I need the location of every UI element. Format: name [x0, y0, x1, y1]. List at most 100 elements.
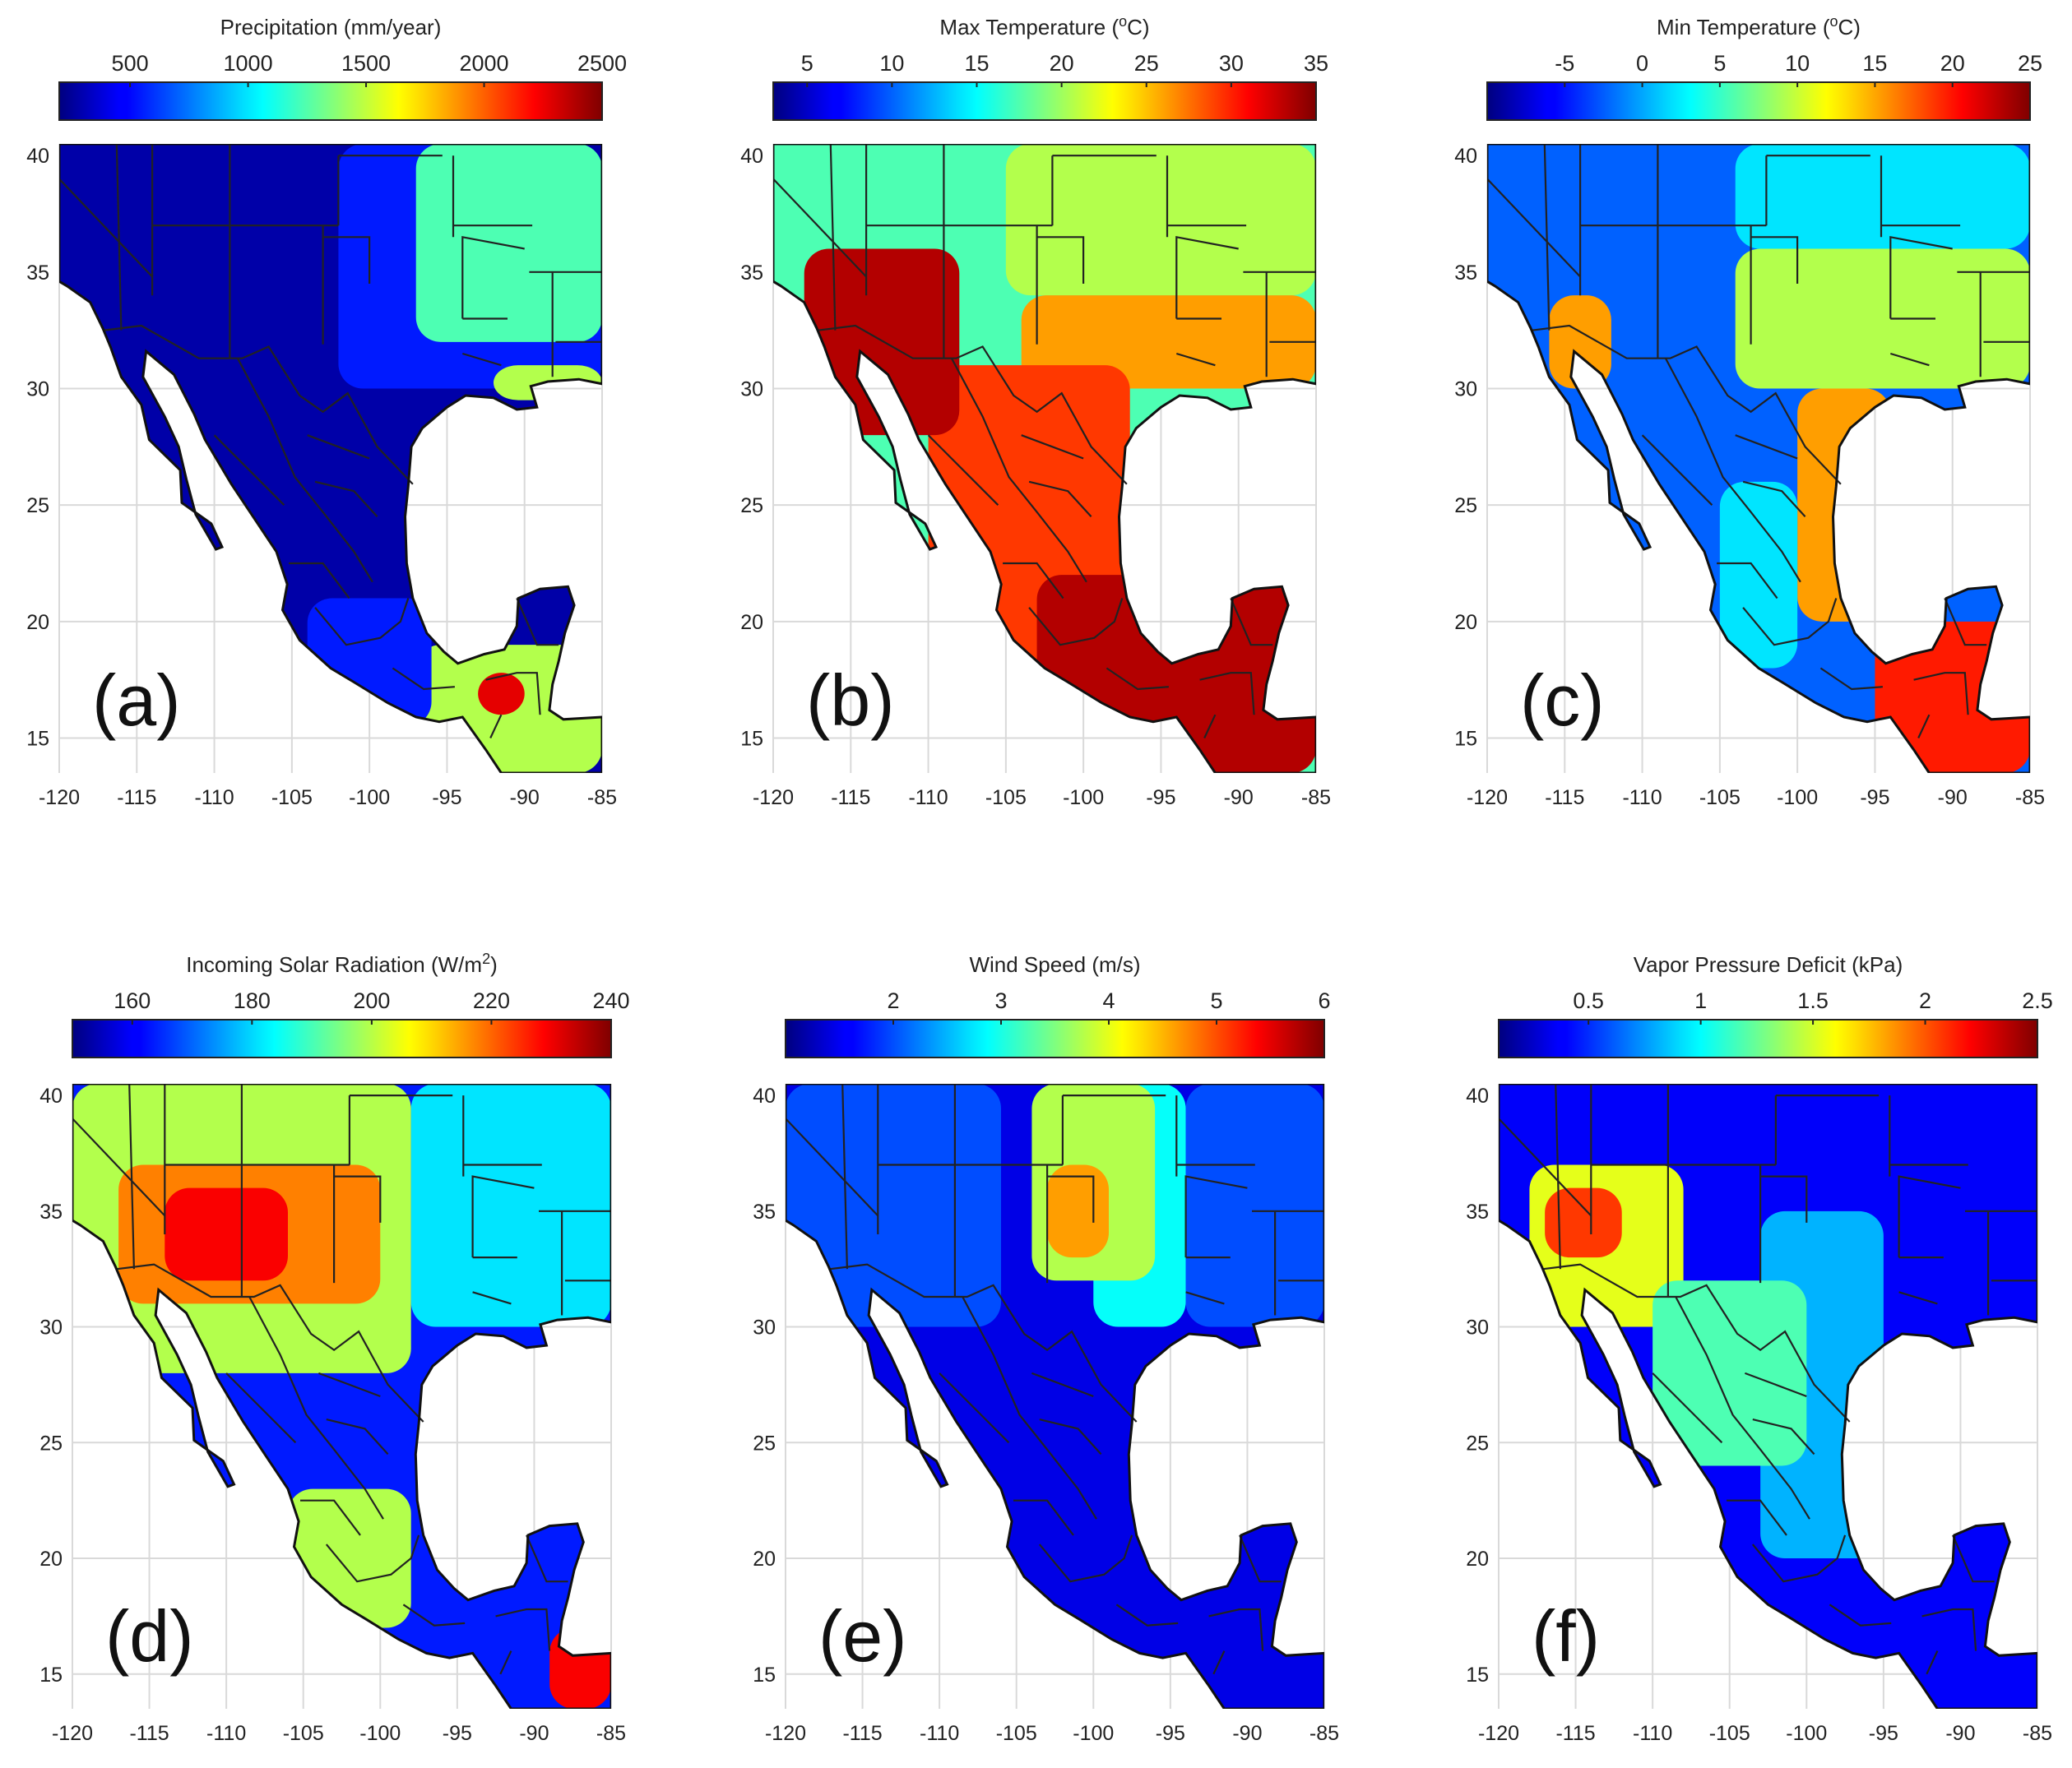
admin-border — [1944, 598, 1987, 646]
admin-border — [485, 672, 541, 715]
x-tick-label: -90 — [1224, 786, 1254, 809]
colorbar — [785, 1019, 1325, 1058]
admin-border — [1742, 598, 1838, 646]
x-tick-label: -95 — [443, 1722, 472, 1745]
y-tick-label: 35 — [39, 1201, 63, 1224]
y-tick-label: 40 — [1454, 145, 1477, 168]
colorbar-tick-label: 30 — [1219, 51, 1244, 76]
coastline — [72, 1084, 611, 1709]
y-tick-label: 25 — [39, 1432, 63, 1455]
admin-border — [1889, 352, 1930, 367]
x-tick-label: -85 — [1309, 1722, 1339, 1745]
admin-border — [962, 1296, 1097, 1520]
admin-border — [72, 1118, 166, 1217]
x-tick-label: -105 — [996, 1722, 1037, 1745]
admin-border — [461, 352, 502, 367]
colorbar-tick-label: 5 — [1210, 988, 1222, 1013]
admin-border — [1555, 1084, 1561, 1270]
x-tick-label: -90 — [1945, 1722, 1975, 1745]
admin-border — [1898, 1291, 1938, 1305]
colorbar-tick-label: 1 — [1694, 988, 1707, 1013]
x-tick-label: -100 — [359, 1722, 401, 1745]
admin-border — [939, 1372, 1010, 1444]
y-tick-label: 30 — [753, 1317, 776, 1340]
x-tick-label: -100 — [1063, 786, 1104, 809]
x-tick-label: -90 — [510, 786, 540, 809]
field-region — [410, 1084, 611, 1327]
colorbar-tick-label: 5 — [1713, 51, 1726, 76]
colorbar-tick-label: 15 — [1862, 51, 1887, 76]
colorbar-tick-label: 240 — [592, 988, 629, 1013]
y-tick-label: 15 — [740, 728, 763, 751]
admin-border — [1212, 1650, 1226, 1675]
x-tick-label: -100 — [1073, 1722, 1114, 1745]
colorbar-tick-label: 4 — [1102, 988, 1115, 1013]
y-tick-label: 30 — [1466, 1317, 1489, 1340]
x-tick-label: -110 — [920, 1722, 959, 1745]
x-tick-label: -105 — [283, 1722, 324, 1745]
x-tick-label: -95 — [1146, 786, 1175, 809]
field-region — [1185, 1084, 1324, 1327]
x-tick-label: -85 — [2023, 1722, 2052, 1745]
y-tick-label: 20 — [1454, 611, 1477, 634]
admin-border — [1543, 144, 1551, 331]
y-tick-label: 25 — [740, 494, 763, 517]
y-tick-label: 25 — [753, 1432, 776, 1455]
admin-border — [1499, 1118, 1592, 1217]
admin-border — [402, 1604, 466, 1627]
admin-border — [786, 1118, 879, 1217]
admin-border — [1664, 358, 1801, 583]
x-tick-label: -115 — [129, 1722, 169, 1745]
admin-border — [1727, 1499, 1787, 1536]
colorbar-tick-label: 160 — [114, 988, 151, 1013]
colorbar-tick-label: 0 — [1636, 51, 1648, 76]
field-region — [478, 673, 525, 715]
x-tick-label: -115 — [1555, 1722, 1595, 1745]
colorbar-tick-label: 25 — [2018, 51, 2042, 76]
panel-label: (c) — [1520, 660, 1605, 741]
colorbar-tick-label: 15 — [964, 51, 989, 76]
colorbar-tick-label: -5 — [1555, 51, 1574, 76]
admin-border — [392, 667, 455, 691]
admin-border — [1532, 324, 1842, 485]
admin-border — [1487, 178, 1581, 278]
y-tick-label: 20 — [740, 611, 763, 634]
admin-border — [1208, 1608, 1264, 1651]
panel-label: (b) — [806, 660, 895, 741]
y-tick-label: 20 — [1466, 1548, 1489, 1571]
x-tick-label: -115 — [1545, 786, 1584, 809]
y-tick-label: 25 — [1454, 494, 1477, 517]
x-tick-label: -85 — [596, 1722, 626, 1745]
colorbar-title: Precipitation (mm/year) — [220, 15, 442, 39]
x-tick-label: -100 — [1777, 786, 1818, 809]
colorbar-title: Vapor Pressure Deficit (kPa) — [1634, 952, 1903, 977]
admin-border — [1003, 562, 1064, 599]
map-field — [59, 144, 602, 773]
y-tick-label: 35 — [1454, 261, 1477, 285]
admin-border — [59, 178, 153, 278]
colorbar — [58, 81, 603, 121]
admin-border — [1913, 672, 1969, 715]
admin-border — [1013, 1499, 1074, 1536]
colorbar-tick-label: 2 — [887, 988, 899, 1013]
x-tick-label: -85 — [587, 786, 617, 809]
x-tick-label: -110 — [206, 1722, 246, 1745]
field-region — [1735, 144, 2030, 249]
x-tick-label: -95 — [1869, 1722, 1898, 1745]
field-region — [1047, 1164, 1109, 1258]
admin-border — [1819, 667, 1883, 691]
y-tick-label: 40 — [740, 145, 763, 168]
colorbar — [72, 1019, 612, 1058]
map-field — [1499, 1084, 2037, 1709]
colorbar-tick-label: 2 — [1919, 988, 1931, 1013]
colorbar-title: Min Temperature (oC) — [1657, 13, 1861, 39]
coastline — [773, 144, 1316, 773]
y-tick-label: 40 — [1466, 1085, 1489, 1108]
x-tick-label: -110 — [1633, 1722, 1672, 1745]
colorbar-tick-label: 0.5 — [1573, 988, 1604, 1013]
admin-border — [1717, 562, 1778, 599]
colorbar — [1498, 1019, 2038, 1058]
field-region — [165, 1187, 288, 1281]
field-region — [1549, 295, 1611, 389]
admin-border — [1239, 1534, 1282, 1583]
